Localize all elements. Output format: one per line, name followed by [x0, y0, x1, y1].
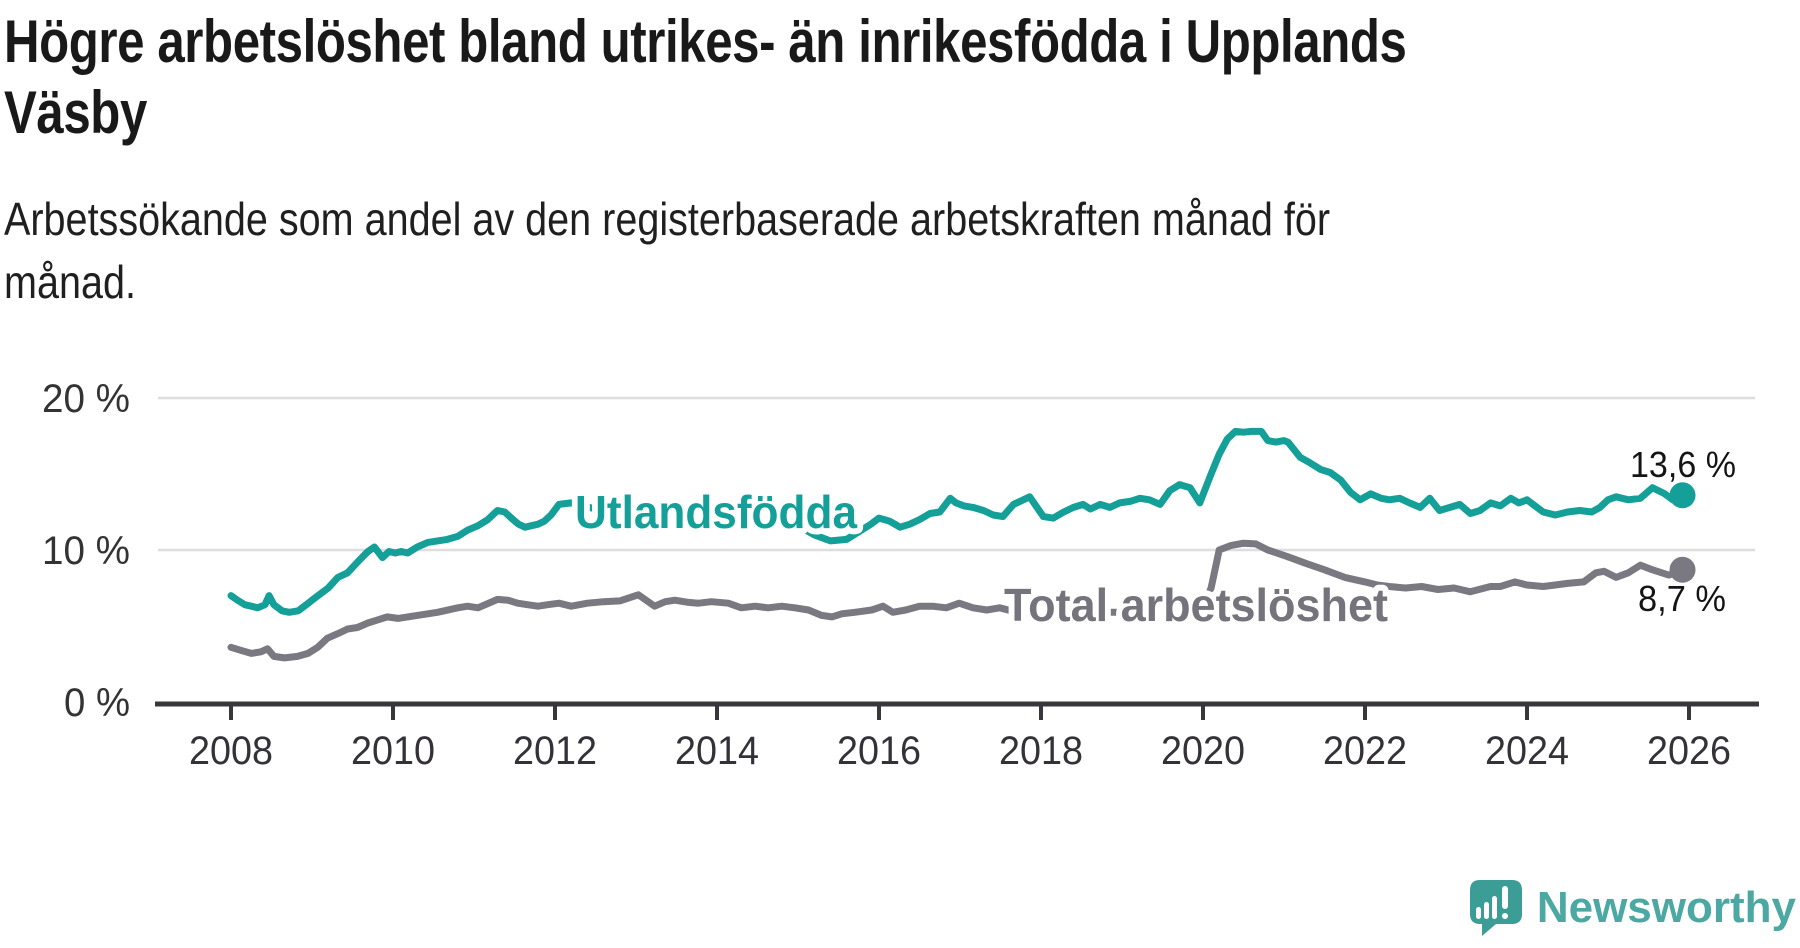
- x-axis-ticks: 2008 2010 2012 2014 2016 2018 2020 2022 2024 2026: [189, 704, 1731, 773]
- subtitle-line-1: Arbetssökande som andel av den registerb…: [4, 193, 1331, 245]
- end-value-annotation-utlandsfodda: 13,6 %: [1630, 444, 1736, 485]
- series-label-total-arbetsloshet: Total arbetslöshet: [1004, 579, 1388, 631]
- series-end-dot-utlandsfodda: [1669, 482, 1696, 509]
- subtitle-line-2: månad.: [4, 256, 136, 308]
- y-axis-label-10: 10 %: [42, 529, 130, 573]
- x-axis-label-2008: 2008: [189, 729, 273, 773]
- x-axis-label-2026: 2026: [1647, 729, 1731, 773]
- x-axis-label-2022: 2022: [1323, 729, 1407, 773]
- data-series: [227, 427, 1696, 662]
- x-axis-label-2018: 2018: [999, 729, 1083, 773]
- title-line-2: Väsby: [4, 79, 147, 146]
- x-axis-label-2014: 2014: [675, 729, 759, 773]
- newsworthy-branding: Newsworthy: [1468, 878, 1796, 938]
- page-title: Högre arbetslöshet bland utrikes- än inr…: [4, 6, 1714, 148]
- end-value-annotation-total: 8,7 %: [1638, 578, 1726, 619]
- series-line-utlandsfodda: [227, 427, 1686, 616]
- series-line-total-arbetsloshet: [227, 539, 1686, 662]
- series-label-utlandsfodda: Utlandsfödda: [575, 486, 857, 538]
- newsworthy-speech-bubble-chart-icon: [1469, 880, 1522, 936]
- x-axis-label-2020: 2020: [1161, 729, 1245, 773]
- y-axis-label-0: 0 %: [64, 681, 130, 725]
- x-axis-label-2012: 2012: [513, 729, 597, 773]
- y-axis-label-20: 20 %: [42, 377, 130, 421]
- x-axis-label-2010: 2010: [351, 729, 435, 773]
- newsworthy-logo-text: Newsworthy: [1536, 883, 1796, 932]
- x-axis-label-2024: 2024: [1485, 729, 1569, 773]
- series-end-dot-total-arbetsloshet: [1669, 556, 1696, 583]
- gridlines: 0 % 10 % 20 %: [42, 377, 1755, 725]
- x-axis-label-2016: 2016: [837, 729, 921, 773]
- title-line-1: Högre arbetslöshet bland utrikes- än inr…: [4, 8, 1407, 75]
- chart-subtitle: Arbetssökande som andel av den registerb…: [4, 188, 1546, 314]
